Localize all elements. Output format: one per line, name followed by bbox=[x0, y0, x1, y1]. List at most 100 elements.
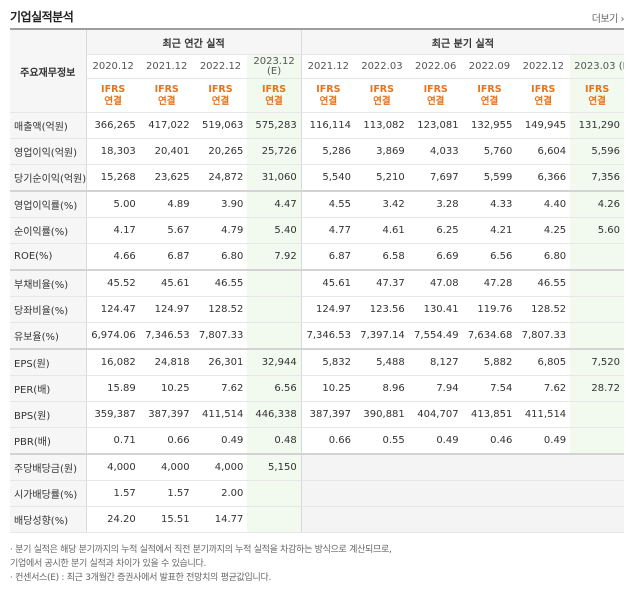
table-cell: 124.47 bbox=[86, 296, 140, 323]
table-cell bbox=[247, 270, 302, 297]
table-cell: 411,514 bbox=[516, 401, 571, 428]
table-cell: 15,268 bbox=[86, 164, 140, 192]
table-cell: 7,554.49 bbox=[408, 322, 463, 350]
footnote-3: · 컨센서스(E) : 최근 3개월간 증권사에서 발표한 전망치의 평균값입니… bbox=[10, 573, 272, 583]
table-cell: 28.72 bbox=[570, 375, 624, 402]
ifrs-label: IFRS bbox=[154, 83, 179, 95]
table-cell: 24,872 bbox=[193, 164, 248, 192]
table-cell: 47.28 bbox=[462, 270, 517, 297]
table-cell bbox=[408, 454, 463, 481]
table-cell: 4.89 bbox=[139, 191, 194, 218]
table-cell: 3.28 bbox=[408, 191, 463, 218]
table-cell: 7.94 bbox=[408, 375, 463, 402]
table-cell: 575,283 bbox=[247, 112, 302, 139]
consolidated-label: 연결 bbox=[426, 95, 445, 107]
table-cell: 6.69 bbox=[408, 243, 463, 271]
ifrs-label: IFRS bbox=[208, 83, 233, 95]
ifrs-consolidated-label: IFRS 연결 bbox=[408, 78, 463, 113]
table-cell bbox=[570, 480, 624, 507]
consolidated-label: 연결 bbox=[104, 95, 122, 107]
table-cell: 7,397.14 bbox=[354, 322, 409, 350]
more-link[interactable]: 더보기 › bbox=[591, 10, 625, 25]
table-cell: 7,697 bbox=[408, 164, 463, 192]
table-cell: 46.55 bbox=[516, 270, 571, 297]
table-cell bbox=[301, 454, 355, 481]
table-cell: 366,265 bbox=[86, 112, 140, 139]
table-cell: 7,346.53 bbox=[301, 322, 355, 350]
table-cell: 7,807.33 bbox=[193, 322, 248, 350]
table-cell: 3.90 bbox=[193, 191, 248, 218]
table-cell: 6.58 bbox=[354, 243, 409, 271]
table-cell: 45.61 bbox=[139, 270, 194, 297]
table-cell: 7.54 bbox=[462, 375, 517, 402]
table-cell: 6,974.06 bbox=[86, 322, 140, 350]
table-cell: 0.66 bbox=[301, 427, 355, 455]
row-label: 영업이익률(%) bbox=[10, 191, 87, 218]
table-cell: 7,634.68 bbox=[462, 322, 517, 350]
table-cell bbox=[247, 322, 302, 350]
table-cell: 0.55 bbox=[354, 427, 409, 455]
table-cell bbox=[570, 322, 624, 350]
ifrs-consolidated-label: IFRS 연결 bbox=[354, 78, 409, 113]
table-cell: 6,366 bbox=[516, 164, 571, 192]
table-cell: 4,000 bbox=[193, 454, 248, 481]
table-cell: 7,356 bbox=[570, 164, 624, 192]
table-cell: 10.25 bbox=[139, 375, 194, 402]
table-cell: 413,851 bbox=[462, 401, 517, 428]
ifrs-consolidated-label: IFRS 연결 bbox=[193, 78, 248, 113]
ifrs-label: IFRS bbox=[316, 83, 341, 95]
table-row: 유보율(%) 6,974.06 7,346.53 7,807.33 7,346.53 7,… bbox=[10, 322, 624, 350]
consolidated-label: 연결 bbox=[319, 95, 338, 107]
table-cell bbox=[247, 296, 302, 323]
row-label: ROE(%) bbox=[10, 243, 87, 271]
table-cell bbox=[570, 243, 624, 271]
table-row: PER(배) 15.89 10.25 7.62 6.56 10.25 8.96 7.94 7.5… bbox=[10, 375, 624, 402]
table-row: EPS(원) 16,082 24,818 26,301 32,944 5,832 5,488… bbox=[10, 349, 624, 376]
table-cell: 7.92 bbox=[247, 243, 302, 271]
table-cell: 123.56 bbox=[354, 296, 409, 323]
table-cell: 23,625 bbox=[139, 164, 194, 192]
table-cell: 119.76 bbox=[462, 296, 517, 323]
more-link-label[interactable]: 더보기 bbox=[591, 14, 619, 25]
table-cell: 4,000 bbox=[139, 454, 194, 481]
table-cell bbox=[462, 480, 517, 507]
table-cell: 149,945 bbox=[516, 112, 571, 139]
table-cell bbox=[516, 480, 571, 507]
consolidated-label: 연결 bbox=[157, 95, 176, 107]
ifrs-consolidated-label: IFRS 연결 bbox=[301, 78, 355, 113]
table-cell: 7,346.53 bbox=[139, 322, 194, 350]
ifrs-consolidated-label: IFRS 연결 bbox=[462, 78, 517, 113]
ifrs-label: IFRS bbox=[423, 83, 448, 95]
table-cell: 20,265 bbox=[193, 138, 248, 165]
table-cell: 7.62 bbox=[516, 375, 571, 402]
table-cell: 113,082 bbox=[354, 112, 409, 139]
table-cell: 4.40 bbox=[516, 191, 571, 218]
row-label: 주당배당금(원) bbox=[10, 454, 87, 481]
table-cell: 0.71 bbox=[86, 427, 140, 455]
period-header: 2022.12 bbox=[193, 54, 248, 79]
table-cell: 5.00 bbox=[86, 191, 140, 218]
table-cell: 5.60 bbox=[570, 217, 624, 244]
row-label: PBR(배) bbox=[10, 427, 87, 455]
table-cell: 519,063 bbox=[193, 112, 248, 139]
table-cell: 6.80 bbox=[193, 243, 248, 271]
table-cell: 390,881 bbox=[354, 401, 409, 428]
table-cell: 24,818 bbox=[139, 349, 194, 376]
table-cell: 0.49 bbox=[408, 427, 463, 455]
row-label: 유보율(%) bbox=[10, 322, 87, 350]
period-header: 2022.09 bbox=[462, 54, 517, 79]
table-cell: 4.33 bbox=[462, 191, 517, 218]
table-cell: 4.26 bbox=[570, 191, 624, 218]
table-cell: 387,397 bbox=[139, 401, 194, 428]
table-cell: 5,540 bbox=[301, 164, 355, 192]
table-cell: 6,805 bbox=[516, 349, 571, 376]
table-cell: 20,401 bbox=[139, 138, 194, 165]
table-cell bbox=[462, 454, 517, 481]
row-label: 순이익률(%) bbox=[10, 217, 87, 244]
ifrs-label: IFRS bbox=[101, 83, 126, 95]
table-row: PBR(배) 0.71 0.66 0.49 0.48 0.66 0.55 0.49 0.46 0.… bbox=[10, 427, 624, 455]
estimate-marker: (E) bbox=[618, 61, 624, 72]
table-cell: 7,807.33 bbox=[516, 322, 571, 350]
table-cell: 417,022 bbox=[139, 112, 194, 139]
